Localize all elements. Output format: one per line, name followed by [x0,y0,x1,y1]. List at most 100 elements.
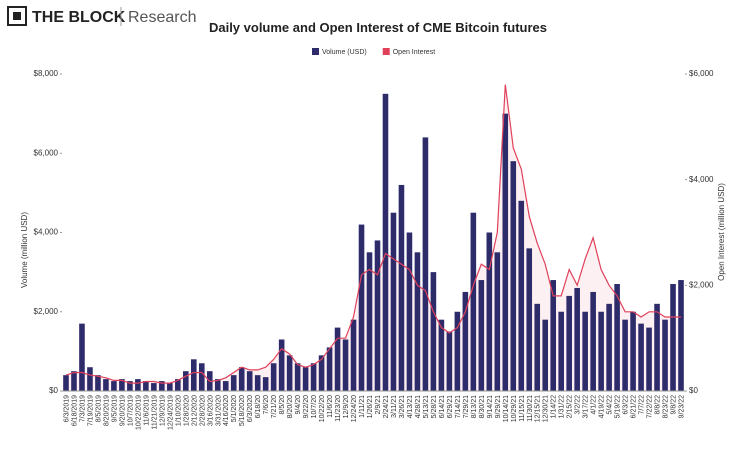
x-tick-label: 12/30/21 [543,395,550,422]
volume-bar [119,379,125,391]
x-tick-label: 5/4/22 [607,395,614,415]
volume-bar [79,323,85,391]
x-tick-label: 6/29/21 [447,395,454,418]
volume-bar [278,339,285,391]
x-tick-label: 9/8/22 [671,395,678,415]
legend-swatch [312,48,319,55]
x-tick-label: 12/15/21 [535,395,542,422]
x-tick-label: 12/9/20 [343,395,350,418]
volume-bar [111,381,117,391]
volume-bar [230,375,237,391]
x-tick-label: 6/3/22 [623,395,630,415]
volume-bar [222,381,229,391]
volume-bar [151,383,157,391]
volume-bar [502,113,509,391]
volume-bar [302,367,309,391]
volume-bar [238,367,245,391]
volume-bar [654,303,660,391]
x-tick-label: 9/4/20 [295,395,302,415]
x-tick-label: 11/21/2019 [151,395,158,430]
volume-bar [446,331,453,391]
volume-bar [422,137,429,391]
x-tick-label: 8/5/20 [279,395,286,415]
logo-section: Research [128,9,196,26]
volume-bar [678,280,684,391]
x-tick-label: 2/24/21 [383,395,390,418]
volume-bar [262,377,269,391]
x-tick-label: 3/31/2020 [215,395,222,426]
volume-bar [590,291,596,391]
legend-label: Volume (USD) [322,49,367,56]
x-tick-label: 1/14/22 [551,395,558,418]
volume-bar [614,284,620,391]
x-tick-label: 4/19/22 [599,395,606,418]
volume-bar [95,375,101,391]
volume-bar [526,248,533,391]
x-tick-label: 6/3/2020 [247,395,254,422]
x-tick-label: 12/24/20 [351,395,358,422]
x-tick-label: 5/1/2020 [231,395,238,422]
volume-bar [414,252,421,391]
x-tick-label: 8/13/21 [471,395,478,418]
x-tick-label: 1/11/21 [359,395,366,418]
volume-bar [494,252,501,391]
legend-label: Open Interest [393,49,435,56]
y-tick-label: $4,000 [34,228,59,237]
volume-bar [462,291,469,391]
x-tick-label: 11/15/21 [519,395,526,422]
volume-bar [550,280,557,391]
volume-bar [175,379,181,391]
volume-bar [159,381,165,391]
x-tick-label: 7/29/21 [463,395,470,418]
x-tick-label: 5/13/21 [423,395,430,418]
x-tick-label: 3/26/21 [399,395,406,418]
x-tick-label: 11/6/2019 [143,395,150,426]
y-tick-label: $0 [49,386,58,395]
volume-bar [254,375,261,391]
x-tick-label: 3/2/22 [575,395,582,415]
volume-bar [326,347,333,391]
y2-tick-label: $4,000 [689,175,714,184]
x-tick-label: 1/26/21 [367,395,374,418]
x-tick-label: 12/24/2019 [167,395,174,430]
volume-bar [662,319,668,391]
x-tick-label: 1/31/22 [559,395,566,418]
x-tick-label: 7/7/22 [639,395,646,415]
x-tick-label: 10/22/20 [319,395,326,422]
volume-bar [374,240,381,391]
y2-axis-title: Open Interest (million USD) [717,183,726,281]
x-tick-label: 9/20/2019 [119,395,126,426]
x-tick-label: 10/7/2019 [127,395,134,426]
x-tick-label: 7/22/22 [647,395,654,418]
x-tick-label: 8/20/20 [287,395,294,418]
x-tick-label: 9/14/21 [487,395,494,418]
x-tick-label: 6/18/20 [255,395,262,418]
y2-tick-label: $6,000 [689,69,714,78]
volume-bar [334,327,341,391]
y-tick-label: $8,000 [34,69,59,78]
volume-bar [398,184,405,391]
y-axis-title: Volume (million USD) [20,212,29,288]
x-tick-label: 10/29/21 [511,395,518,422]
volume-bar [103,379,109,391]
x-tick-label: 11/6/20 [327,395,334,418]
x-tick-label: 9/5/2019 [111,395,118,422]
x-tick-label: 2/28/2020 [199,395,206,426]
volume-bar [190,359,197,391]
x-tick-label: 2/12/2020 [191,395,198,426]
open-interest-line [65,84,681,384]
x-tick-label: 5/19/22 [615,395,622,418]
volume-bar [342,339,349,391]
legend-swatch [382,48,390,55]
volume-bar [470,212,477,391]
x-tick-label: 8/8/22 [655,395,662,415]
volume-bar [167,383,173,391]
x-tick-label: 7/21/20 [271,395,278,418]
x-tick-label: 6/3/2019 [63,395,70,422]
x-tick-label: 6/14/21 [439,395,446,418]
x-tick-label: 3/11/21 [391,395,398,418]
volume-bar [630,311,636,391]
x-tick-label: 11/23/20 [335,395,342,422]
volume-bar [390,212,397,391]
